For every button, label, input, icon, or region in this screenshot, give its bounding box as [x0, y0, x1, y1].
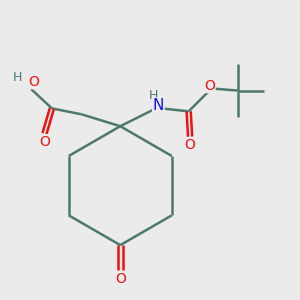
Text: O: O: [39, 135, 50, 149]
Text: O: O: [185, 138, 196, 152]
Text: O: O: [28, 75, 40, 88]
Text: O: O: [115, 272, 126, 286]
Text: O: O: [204, 79, 215, 92]
Text: H: H: [13, 71, 22, 84]
Text: N: N: [153, 98, 164, 113]
Text: H: H: [148, 89, 158, 102]
